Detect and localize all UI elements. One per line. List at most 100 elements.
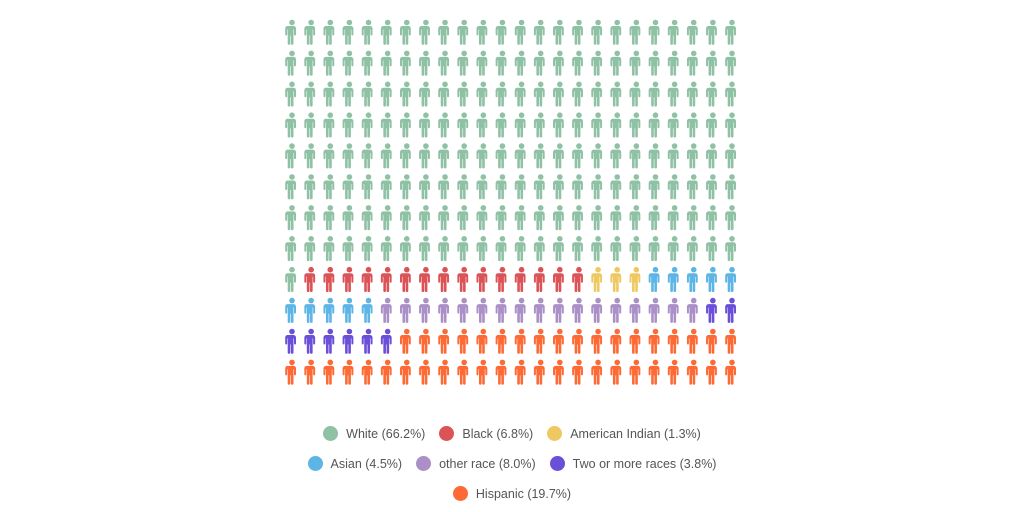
person-icon: [285, 328, 296, 354]
person-icon: [629, 205, 641, 231]
person-icon: [725, 81, 736, 107]
person-icon: [533, 50, 545, 76]
person-icon: [304, 328, 316, 354]
person-icon: [323, 50, 335, 76]
person-icon: [323, 205, 335, 231]
person-icon: [725, 236, 736, 262]
person-icon: [304, 143, 316, 169]
person-icon: [399, 19, 411, 45]
person-icon: [533, 266, 545, 292]
person-icon: [706, 112, 717, 138]
person-icon: [476, 266, 488, 292]
person-icon: [514, 266, 526, 292]
legend-item[interactable]: American Indian (1.3%): [547, 426, 701, 441]
person-icon: [399, 143, 411, 169]
person-icon: [610, 328, 622, 354]
person-icon: [591, 359, 603, 385]
person-icon: [533, 19, 545, 45]
person-icon: [438, 205, 450, 231]
person-icon: [629, 143, 641, 169]
legend-swatch: [452, 486, 468, 501]
legend-swatch: [439, 426, 455, 441]
person-icon: [553, 359, 564, 385]
person-icon: [285, 174, 296, 200]
person-icon: [361, 328, 373, 354]
person-icon: [572, 266, 583, 292]
legend-row-2: Asian (4.5%) other race (8.0%) Two or mo…: [0, 456, 1024, 471]
legend-item[interactable]: Hispanic (19.7%): [452, 486, 571, 501]
legend-item[interactable]: other race (8.0%): [416, 456, 536, 471]
person-icon: [553, 236, 564, 262]
legend-row-1: White (66.2%) Black (6.8%) American Indi…: [0, 426, 1024, 441]
legend-item[interactable]: White (66.2%): [323, 426, 425, 441]
person-icon: [419, 359, 430, 385]
person-icon: [706, 174, 717, 200]
legend-label: other race (8.0%): [439, 456, 536, 471]
person-icon: [399, 205, 411, 231]
person-icon: [342, 143, 354, 169]
person-icon: [457, 328, 469, 354]
person-icon: [667, 328, 679, 354]
person-icon: [323, 359, 335, 385]
person-icon: [495, 359, 507, 385]
person-icon: [495, 174, 507, 200]
person-icon: [399, 50, 411, 76]
legend-item[interactable]: Black (6.8%): [439, 426, 533, 441]
person-icon: [457, 50, 469, 76]
person-icon: [610, 205, 622, 231]
person-icon: [533, 328, 545, 354]
person-icon: [457, 143, 469, 169]
person-icon: [476, 50, 488, 76]
person-icon: [533, 205, 545, 231]
person-icon: [457, 19, 469, 45]
person-icon: [572, 81, 583, 107]
person-icon: [495, 112, 507, 138]
person-icon: [725, 297, 736, 323]
person-icon: [361, 205, 373, 231]
person-icon: [323, 143, 335, 169]
person-icon: [686, 174, 698, 200]
person-icon: [610, 143, 622, 169]
person-icon: [285, 19, 296, 45]
person-icon: [457, 359, 469, 385]
person-icon: [706, 205, 717, 231]
person-icon: [476, 328, 488, 354]
person-icon: [706, 266, 717, 292]
person-icon: [686, 328, 698, 354]
person-icon: [304, 81, 316, 107]
person-icon: [399, 297, 411, 323]
person-icon: [495, 143, 507, 169]
person-icon: [610, 359, 622, 385]
person-icon: [706, 359, 717, 385]
person-icon: [438, 266, 450, 292]
person-icon: [553, 328, 564, 354]
person-icon: [304, 50, 316, 76]
person-icon: [553, 266, 564, 292]
person-icon: [419, 81, 430, 107]
legend-item[interactable]: Two or more races (3.8%): [549, 456, 716, 471]
pictogram-grid: [285, 19, 736, 385]
legend-label: Asian (4.5%): [330, 456, 403, 471]
legend-item[interactable]: Asian (4.5%): [307, 456, 403, 471]
person-icon: [533, 297, 545, 323]
person-icon: [342, 50, 354, 76]
person-icon: [648, 205, 660, 231]
person-icon: [706, 236, 717, 262]
person-icon: [629, 112, 641, 138]
person-icon: [572, 50, 583, 76]
person-icon: [304, 112, 316, 138]
person-icon: [591, 297, 603, 323]
person-icon: [361, 112, 373, 138]
person-icon: [610, 50, 622, 76]
person-icon: [591, 19, 603, 45]
person-icon: [514, 174, 526, 200]
person-icon: [457, 174, 469, 200]
person-icon: [380, 19, 392, 45]
person-icon: [476, 143, 488, 169]
person-icon: [438, 112, 450, 138]
legend-label: Black (6.8%): [462, 426, 534, 441]
person-icon: [572, 205, 583, 231]
person-icon: [285, 50, 296, 76]
legend-swatch: [549, 456, 565, 471]
person-icon: [342, 236, 354, 262]
